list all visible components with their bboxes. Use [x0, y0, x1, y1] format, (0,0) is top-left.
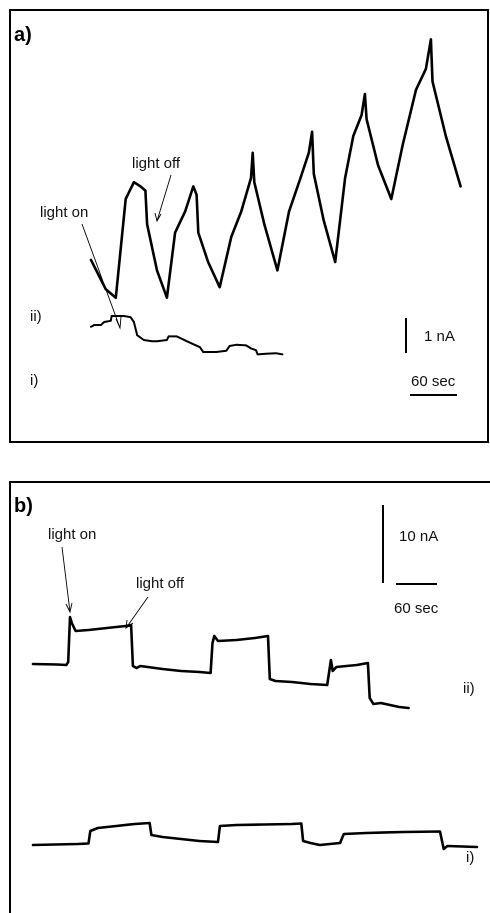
panel-a-light-on-arrowhead — [115, 316, 122, 330]
panel-b-scale-label-horizontal: 60 sec — [394, 600, 439, 617]
panel-a-series-i-label: i) — [30, 372, 38, 389]
panel-a-light-off-arrow — [156, 174, 172, 222]
panel-b-frame — [9, 481, 490, 913]
panel-a-label: a) — [14, 24, 32, 46]
panel-b-light-on-arrowhead — [65, 602, 73, 614]
panel-b-light-off-label: light off — [136, 575, 185, 592]
panel-b-label: b) — [14, 495, 33, 517]
panel-b-series-ii-label: ii) — [463, 680, 475, 697]
panel-b-light-off-arrow — [125, 596, 149, 629]
panel-b-scale-label-vertical: 10 nA — [399, 528, 438, 545]
panel-b-light-on-label: light on — [48, 526, 96, 543]
panel-b-series-i-label: i) — [466, 849, 474, 866]
panel-a-series-ii-label: ii) — [30, 308, 42, 325]
panel-b-light-off-arrowhead — [125, 619, 134, 629]
panel-a-light-off-label: light off — [132, 155, 181, 172]
panel-a-trace-i — [90, 315, 284, 356]
panel-a-scale-label-horizontal: 60 sec — [411, 373, 456, 390]
panel-b-trace-i — [31, 821, 479, 851]
panel-a-frame — [9, 9, 489, 443]
panel-a: a) light on light off ii) i) 1 nA 60 sec — [9, 9, 489, 443]
panel-b: b) light on light off ii) i) 10 nA 60 se… — [9, 481, 490, 913]
panel-b-light-on-arrow — [61, 546, 71, 613]
panel-a-scale-label-vertical: 1 nA — [424, 328, 455, 345]
panel-a-light-on-arrow — [81, 223, 121, 329]
panel-a-light-off-arrowhead — [154, 212, 162, 223]
panel-a-trace-ii — [89, 38, 462, 300]
panel-a-traces — [89, 38, 462, 356]
panel-b-trace-ii — [31, 615, 410, 710]
panel-b-traces — [31, 615, 479, 851]
panel-a-light-on-label: light on — [40, 204, 88, 221]
